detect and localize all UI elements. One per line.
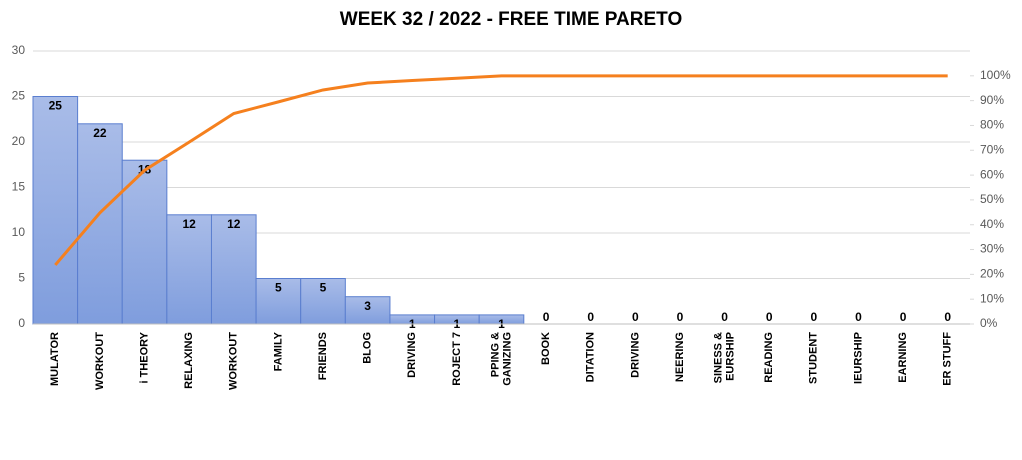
data-label: 5 (275, 281, 282, 295)
x-tick-label: ROJECT 7 (451, 332, 463, 386)
x-tick-label: ER STUFF (942, 332, 954, 386)
x-tick-label: MULATOR (49, 332, 61, 386)
x-tick-label: WORKOUT (94, 332, 106, 390)
y2-tick-label: 90% (980, 93, 1004, 107)
data-label: 0 (632, 310, 639, 324)
y2-tick-label: 80% (980, 118, 1004, 132)
data-label: 0 (587, 310, 594, 324)
x-tick-label: DITATION (585, 332, 597, 382)
data-label: 12 (182, 217, 196, 231)
bar (121, 159, 168, 325)
data-label: 0 (810, 310, 817, 324)
x-tick-label: BLOG (362, 332, 374, 364)
data-label: 3 (364, 299, 371, 313)
y2-tick-label: 40% (980, 217, 1004, 231)
y2-tick-label: 60% (980, 167, 1004, 181)
x-tick-label: IEURSHIP (852, 332, 864, 384)
data-label: 0 (900, 310, 907, 324)
x-tick-label: DRIVING (406, 332, 418, 378)
data-label: 0 (721, 310, 728, 324)
y2-tick-label: 20% (980, 267, 1004, 281)
x-tick-label: READING (763, 332, 775, 383)
bar (255, 278, 302, 325)
y-tick-label: 30 (12, 43, 26, 57)
data-label: 0 (944, 310, 951, 324)
data-label: 12 (227, 217, 241, 231)
y-tick-label: 5 (18, 271, 25, 285)
x-tick-label: BOOK (540, 332, 552, 365)
data-label: 0 (766, 310, 773, 324)
bar (300, 278, 346, 325)
data-label: 0 (677, 310, 684, 324)
data-label: 0 (543, 310, 550, 324)
y-tick-label: 25 (12, 89, 26, 103)
y2-tick-label: 70% (980, 142, 1004, 156)
x-tick-label: FAMILY (272, 331, 284, 371)
data-label: 25 (49, 99, 63, 113)
bar (77, 123, 123, 325)
data-label: 5 (320, 281, 327, 295)
y-tick-label: 10 (12, 225, 26, 239)
bar (166, 214, 212, 325)
x-tick-label: EARNING (897, 332, 909, 383)
y-tick-label: 20 (12, 134, 26, 148)
x-tick-label: DRIVING (629, 332, 641, 378)
bar (210, 214, 257, 325)
x-tick-label: WORKOUT (228, 332, 240, 390)
x-tick-label: RELAXING (183, 332, 195, 389)
x-tick-label: FRIENDS (317, 332, 329, 380)
data-label: 22 (93, 126, 107, 140)
y2-tick-label: 0% (980, 316, 998, 330)
y2-tick-label: 10% (980, 291, 1004, 305)
x-tick-label: PPING &GANIZING (489, 332, 513, 386)
x-tick-label: i THEORY (138, 331, 150, 383)
x-tick-label: STUDENT (808, 332, 820, 384)
cumulative-line (54, 74, 948, 266)
y2-tick-label: 100% (980, 68, 1011, 82)
x-tick-label: SINESS &EURSHIP (713, 332, 737, 383)
y2-tick-label: 30% (980, 242, 1004, 256)
y-tick-label: 0 (18, 316, 25, 330)
chart-title: WEEK 32 / 2022 - FREE TIME PARETO (340, 9, 682, 30)
bar (344, 296, 391, 325)
y2-tick-label: 50% (980, 192, 1004, 206)
x-tick-label: NEERING (674, 332, 686, 382)
data-label: 0 (855, 310, 862, 324)
y-tick-label: 15 (12, 180, 26, 194)
bar (32, 96, 79, 325)
